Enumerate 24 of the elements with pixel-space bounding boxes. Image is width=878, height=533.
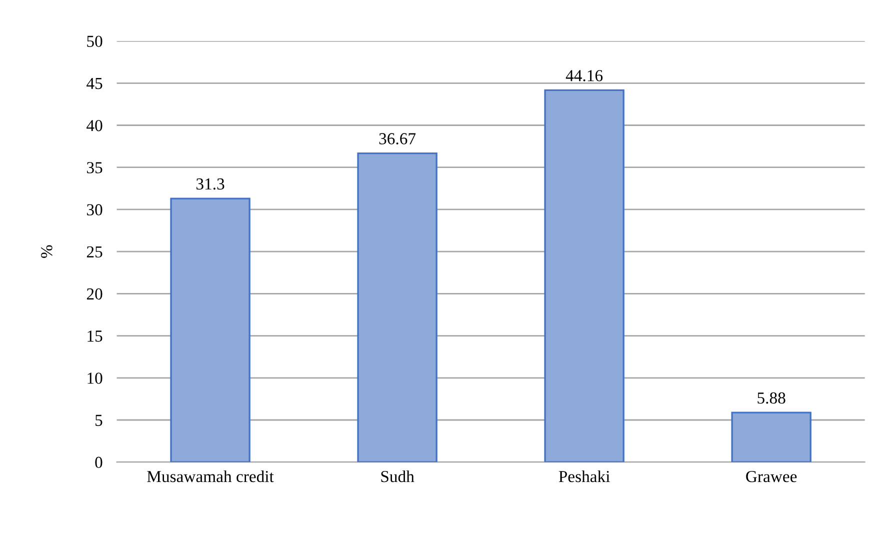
bar: [357, 152, 438, 462]
data-label: 31.3: [196, 178, 224, 190]
data-label: 44.16: [566, 70, 603, 82]
y-tick-label: 15: [88, 330, 102, 342]
x-tick-label: Musawamah credit: [147, 470, 274, 482]
y-tick-label: 35: [87, 162, 102, 174]
y-tick-label: 10: [88, 372, 102, 384]
y-tick-label: 25: [86, 246, 102, 258]
bar: [170, 198, 250, 462]
y-tick-label: 40: [86, 120, 102, 132]
y-axis-title: %: [41, 245, 52, 258]
bar: [731, 412, 812, 462]
y-tick-label: 30: [87, 204, 102, 216]
y-tick-label: 20: [86, 288, 102, 300]
bar: [544, 89, 624, 462]
y-tick-label: 5: [96, 414, 102, 426]
y-tick-label: 0: [95, 456, 102, 468]
y-tick-label: 45: [86, 78, 102, 90]
x-tick-label: Grawee: [746, 470, 797, 482]
x-tick-label: Peshaki: [558, 470, 610, 482]
x-tick-label: Sudh: [381, 470, 414, 482]
data-label: 36.67: [379, 133, 416, 144]
y-tick-label: 50: [87, 36, 102, 47]
data-label: 5.88: [758, 392, 786, 404]
